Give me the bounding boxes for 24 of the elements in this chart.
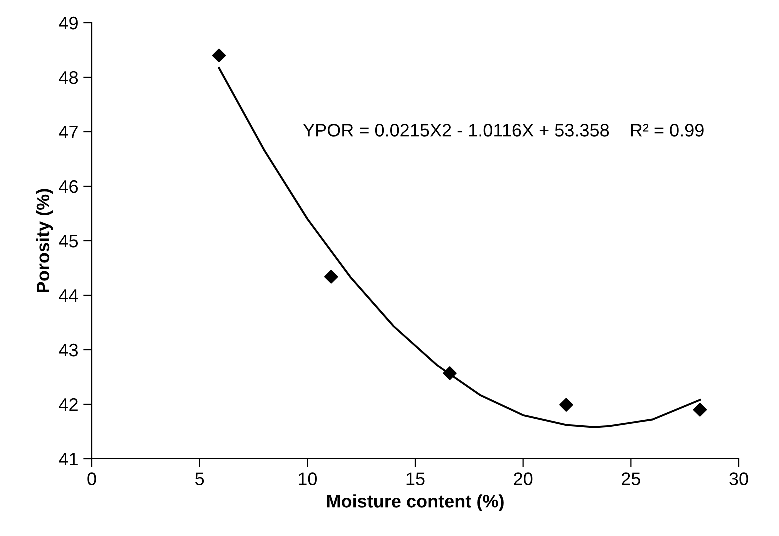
y-tick-label: 45 [59, 235, 78, 248]
y-tick-label: 46 [59, 180, 78, 194]
x-tick-label: 15 [406, 472, 425, 486]
point [324, 270, 338, 284]
y-tick-label: 43 [59, 344, 78, 357]
x-tick-label: 5 [196, 472, 204, 486]
y-tick-label: 49 [59, 16, 78, 30]
y-tick-label: 41 [59, 453, 78, 466]
point [443, 366, 457, 380]
y-tick-label: 42 [59, 398, 78, 412]
y-axis-title: Porosity (%) [36, 189, 54, 292]
y-tick-label: 47 [59, 126, 78, 139]
y-tick-label: 48 [59, 71, 78, 84]
x-axis-title: Moisture content (%) [327, 494, 504, 512]
x-tick-label: 25 [622, 472, 640, 486]
x-tick-label: 30 [730, 472, 748, 486]
x-tick-label: 10 [299, 472, 318, 486]
point [693, 403, 708, 417]
x-tick-label: 20 [514, 472, 533, 486]
x-tick-label: 0 [88, 472, 96, 486]
point [212, 48, 226, 63]
annotation: YPOR = 0.0215X2 - 1.0116X + 53.358 R² = 0.99 [303, 124, 704, 137]
point [560, 398, 574, 412]
y-tick-label: 44 [59, 290, 78, 302]
